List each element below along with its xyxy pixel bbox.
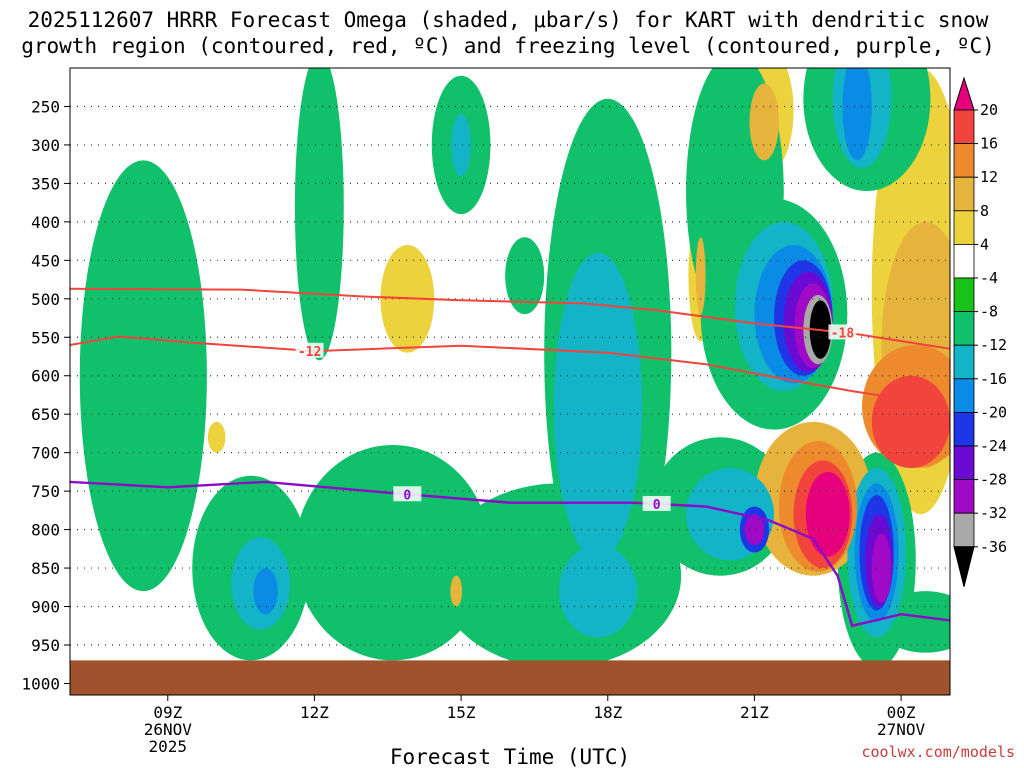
colorbar-label-7: -12: [980, 336, 1007, 354]
freezing-level-label-0-bg: [393, 486, 422, 502]
colorbar-label-5: -4: [980, 269, 998, 287]
omega-region-neg-24-49: [871, 533, 892, 603]
omega-region-neg-8-28: [554, 252, 642, 561]
x-axis-label: Forecast Time (UTC): [390, 745, 630, 768]
y-tick-label-350: 350: [31, 174, 60, 193]
omega-region-neg-12-36: [253, 568, 278, 615]
colorbar-label-3: 8: [980, 202, 989, 220]
y-tick-label-950: 950: [31, 636, 60, 655]
colorbar-label-0: 20: [980, 101, 998, 119]
dgz-contour-label-1: -12: [298, 345, 321, 360]
colorbar-segment-8: [953, 344, 975, 380]
y-tick-label-900: 900: [31, 598, 60, 617]
colorbar-segment-9: [953, 378, 975, 413]
colorbar-label-1: 16: [980, 135, 998, 153]
omega-region-pos-8-23: [450, 575, 463, 607]
y-tick-label-550: 550: [31, 328, 60, 347]
colorbar-segment-7: [953, 311, 975, 346]
dgz-contour-label-0-bg: [828, 324, 857, 340]
colorbar-segment-13: [953, 512, 975, 548]
omega-region-neg-4-12: [505, 237, 545, 315]
x-tick-label-12Z: 12Z: [300, 703, 329, 722]
terrain-ground: [70, 660, 950, 695]
colorbar-segment-0: [953, 76, 975, 111]
omega-region-pos-4-3: [207, 421, 226, 453]
temperature-contours: -18 -12 0 0: [70, 287, 950, 628]
colorbar-label-9: -20: [980, 403, 1007, 421]
colorbar-label-2: 12: [980, 168, 998, 186]
omega-region-neg-4-14: [436, 483, 682, 669]
y-tick-label-300: 300: [31, 136, 60, 155]
y-axis: 250 300 350 400 450 500 550 600 650 700 750 800 850 9…: [21, 97, 70, 693]
colorbar-segment-12: [953, 479, 975, 514]
omega-region-neg-36-53: [815, 311, 831, 355]
x-tick-year-09Z: 2025: [149, 737, 188, 756]
dgz-contour-0: [70, 287, 950, 350]
dgz-contour-label-1-bg: [295, 342, 324, 358]
y-tick-label-500: 500: [31, 290, 60, 309]
y-tick-label-750: 750: [31, 482, 60, 501]
omega-region-neg-24-50: [744, 514, 765, 545]
x-tick-label-09Z: 09Z: [153, 703, 182, 722]
watermark: coolwx.com/models: [861, 743, 1015, 761]
y-tick-label-400: 400: [31, 213, 60, 232]
freezing-level-label-1-bg: [642, 495, 671, 511]
omega-region-pos-8-21: [749, 83, 779, 161]
colorbar-label-10: -24: [980, 437, 1007, 455]
colorbar-label-12: -32: [980, 504, 1007, 522]
y-tick-label-850: 850: [31, 559, 60, 578]
y-tick-label-650: 650: [31, 405, 60, 424]
x-tick-label-00Z: 00Z: [887, 703, 916, 722]
x-tick-date-09Z: 26NOV: [144, 720, 193, 739]
colorbar-label-4: 4: [980, 235, 989, 253]
colorbar-segment-11: [953, 445, 975, 480]
colorbar-segment-2: [953, 143, 975, 178]
omega-region-neg-4-9: [294, 68, 344, 361]
omega-region-neg-8-27: [451, 114, 471, 176]
x-tick-label-21Z: 21Z: [740, 703, 769, 722]
x-tick-label-18Z: 18Z: [593, 703, 622, 722]
dgz-contour-label-0: -18: [831, 326, 855, 341]
x-tick-date-00Z: 27NOV: [877, 720, 926, 739]
plot-frame: [69, 67, 951, 696]
omega-region-pos-8-22: [695, 237, 706, 315]
chart-title-line-1: 2025112607 HRRR Forecast Omega (shaded, …: [28, 8, 989, 32]
colorbar-segment-1: [953, 109, 975, 144]
freezing-level-label-1: 0: [653, 498, 661, 513]
colorbar-label-6: -8: [980, 303, 998, 321]
omega-region-neg-12-37: [842, 68, 872, 161]
colorbar-label-13: -36: [980, 538, 1007, 556]
colorbar-label-8: -16: [980, 370, 1007, 388]
freezing-level-label-0: 0: [403, 488, 411, 503]
x-tick-label-15Z: 15Z: [447, 703, 476, 722]
freezing-level-line: [70, 480, 950, 628]
y-tick-label-1000: 1000: [21, 674, 60, 693]
y-tick-label-800: 800: [31, 521, 60, 540]
y-tick-label-700: 700: [31, 444, 60, 463]
omega-region-pos-16-40: [871, 375, 950, 469]
y-tick-label-600: 600: [31, 367, 60, 386]
colorbar-segment-10: [953, 411, 975, 447]
colorbar: 20 16 12 8 4 -4 -8 -12 -16 -20 -24 -28 -32 -36: [953, 76, 1007, 587]
colorbar-segment-14: [953, 546, 975, 587]
omega-region-neg-8-29: [558, 544, 638, 638]
colorbar-segment-4: [953, 210, 975, 245]
colorbar-label-11: -28: [980, 471, 1007, 489]
colorbar-segment-6: [953, 277, 975, 312]
colorbar-segment-3: [953, 176, 975, 212]
chart-title-line-2: growth region (contoured, red, ºC) and f…: [21, 34, 995, 58]
y-tick-label-250: 250: [31, 97, 60, 116]
y-tick-label-450: 450: [31, 251, 60, 270]
dgz-contour-1: [70, 335, 902, 400]
colorbar-segment-5: [953, 243, 975, 279]
omega-region-pos-20-45: [805, 471, 850, 557]
